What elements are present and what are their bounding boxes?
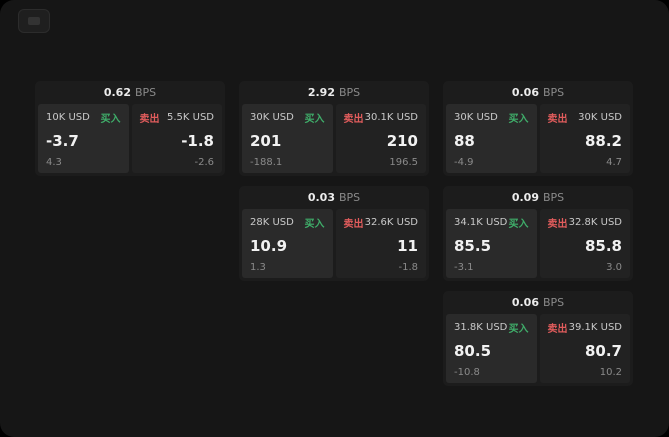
quote-body: 30K USD 买入 201 -188.1 卖出 30.1K USD 210 1…	[239, 104, 429, 176]
sell-panel[interactable]: 卖出 30.1K USD 210 196.5	[335, 104, 426, 173]
quote-body: 31.8K USD 买入 80.5 -10.8 卖出 39.1K USD 80.…	[443, 314, 633, 386]
buy-panel[interactable]: 10K USD 买入 -3.7 4.3	[38, 104, 129, 173]
bps-value: 0.62	[103, 86, 131, 99]
buy-size-label: 28K USD	[250, 217, 294, 228]
sell-delta: 4.7	[606, 157, 622, 168]
app-logo-button[interactable]	[18, 9, 50, 33]
buy-size-label: 31.8K USD	[454, 322, 508, 333]
buy-button[interactable]: 买入	[508, 219, 529, 230]
bps-unit: BPS	[542, 191, 565, 204]
buy-delta: 4.3	[46, 157, 62, 168]
buy-panel[interactable]: 34.1K USD 买入 85.5 -3.1	[446, 209, 537, 278]
bps-unit: BPS	[542, 86, 565, 99]
bps-header: 0.09 BPS	[443, 186, 633, 209]
sell-price: 85.8	[584, 236, 622, 255]
sell-price: 80.7	[584, 341, 622, 360]
sell-button[interactable]: 卖出	[547, 114, 568, 125]
sell-button[interactable]: 卖出	[343, 114, 364, 125]
bps-value: 2.92	[307, 86, 335, 99]
sell-delta: 10.2	[599, 367, 622, 378]
sell-size-label: 32.8K USD	[568, 217, 622, 228]
bps-header: 0.62 BPS	[35, 81, 225, 104]
quote-grid: 0.62 BPS 10K USD 买入 -3.7 4.3 卖出 5.5K USD	[35, 81, 633, 386]
buy-delta: -10.8	[454, 367, 480, 378]
buy-button[interactable]: 买入	[508, 324, 529, 335]
sell-button[interactable]: 卖出	[139, 114, 160, 125]
buy-button[interactable]: 买入	[100, 114, 121, 125]
sell-button[interactable]: 卖出	[547, 219, 568, 230]
quote-card: 2.92 BPS 30K USD 买入 201 -188.1 卖出 30.1K …	[239, 81, 429, 176]
bps-value: 0.03	[307, 191, 335, 204]
sell-price: -1.8	[181, 131, 214, 150]
sell-size-label: 30K USD	[578, 112, 622, 123]
buy-price: 85.5	[454, 236, 492, 255]
sell-panel[interactable]: 卖出 5.5K USD -1.8 -2.6	[131, 104, 222, 173]
sell-size-label: 39.1K USD	[568, 322, 622, 333]
quote-card: 0.62 BPS 10K USD 买入 -3.7 4.3 卖出 5.5K USD	[35, 81, 225, 176]
bps-value: 0.06	[511, 296, 539, 309]
buy-size-label: 34.1K USD	[454, 217, 508, 228]
sell-panel[interactable]: 卖出 30K USD 88.2 4.7	[539, 104, 630, 173]
sell-button[interactable]: 卖出	[343, 219, 364, 230]
buy-price: -3.7	[46, 131, 79, 150]
buy-price: 88	[454, 131, 475, 150]
sell-delta: -1.8	[398, 262, 418, 273]
sell-size-label: 32.6K USD	[364, 217, 418, 228]
bps-unit: BPS	[134, 86, 157, 99]
sell-button[interactable]: 卖出	[547, 324, 568, 335]
buy-delta: -4.9	[454, 157, 474, 168]
buy-price: 10.9	[250, 236, 288, 255]
quote-card: 0.03 BPS 28K USD 买入 10.9 1.3 卖出 32.6K US…	[239, 186, 429, 281]
bps-unit: BPS	[542, 296, 565, 309]
quote-card: 0.09 BPS 34.1K USD 买入 85.5 -3.1 卖出 32.8K…	[443, 186, 633, 281]
app-logo-icon	[28, 17, 40, 25]
quote-body: 34.1K USD 买入 85.5 -3.1 卖出 32.8K USD 85.8…	[443, 209, 633, 281]
buy-delta: -188.1	[250, 157, 283, 168]
buy-size-label: 30K USD	[454, 112, 498, 123]
buy-panel[interactable]: 30K USD 买入 201 -188.1	[242, 104, 333, 173]
sell-delta: 196.5	[389, 157, 418, 168]
buy-panel[interactable]: 30K USD 买入 88 -4.9	[446, 104, 537, 173]
buy-size-label: 10K USD	[46, 112, 90, 123]
buy-size-label: 30K USD	[250, 112, 294, 123]
buy-price: 80.5	[454, 341, 492, 360]
sell-size-label: 5.5K USD	[166, 112, 214, 123]
bps-header: 0.06 BPS	[443, 81, 633, 104]
bps-value: 0.09	[511, 191, 539, 204]
quote-card: 0.06 BPS 30K USD 买入 88 -4.9 卖出 30K USD	[443, 81, 633, 176]
quote-card: 0.06 BPS 31.8K USD 买入 80.5 -10.8 卖出 39.1…	[443, 291, 633, 386]
buy-delta: 1.3	[250, 262, 266, 273]
buy-button[interactable]: 买入	[304, 114, 325, 125]
bps-header: 2.92 BPS	[239, 81, 429, 104]
sell-delta: -2.6	[194, 157, 214, 168]
sell-delta: 3.0	[606, 262, 622, 273]
sell-size-label: 30.1K USD	[364, 112, 418, 123]
sell-panel[interactable]: 卖出 39.1K USD 80.7 10.2	[539, 314, 630, 383]
buy-button[interactable]: 买入	[304, 219, 325, 230]
bps-unit: BPS	[338, 86, 361, 99]
bps-unit: BPS	[338, 191, 361, 204]
buy-panel[interactable]: 31.8K USD 买入 80.5 -10.8	[446, 314, 537, 383]
quote-body: 30K USD 买入 88 -4.9 卖出 30K USD 88.2 4.7	[443, 104, 633, 176]
sell-panel[interactable]: 卖出 32.8K USD 85.8 3.0	[539, 209, 630, 278]
buy-delta: -3.1	[454, 262, 474, 273]
sell-panel[interactable]: 卖出 32.6K USD 11 -1.8	[335, 209, 426, 278]
bps-value: 0.06	[511, 86, 539, 99]
sell-price: 88.2	[584, 131, 622, 150]
bps-header: 0.03 BPS	[239, 186, 429, 209]
quote-body: 10K USD 买入 -3.7 4.3 卖出 5.5K USD -1.8 -2.…	[35, 104, 225, 176]
buy-panel[interactable]: 28K USD 买入 10.9 1.3	[242, 209, 333, 278]
bps-header: 0.06 BPS	[443, 291, 633, 314]
quote-body: 28K USD 买入 10.9 1.3 卖出 32.6K USD 11 -1.8	[239, 209, 429, 281]
sell-price: 210	[386, 131, 418, 150]
buy-button[interactable]: 买入	[508, 114, 529, 125]
sell-price: 11	[397, 236, 418, 255]
buy-price: 201	[250, 131, 282, 150]
